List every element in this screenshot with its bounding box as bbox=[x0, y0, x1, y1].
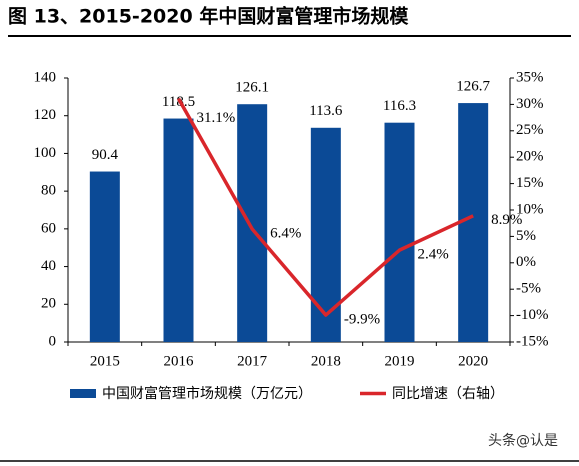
line-value-label: -9.9% bbox=[344, 312, 380, 328]
x-tick-label: 2017 bbox=[237, 353, 268, 369]
y2-tick-label: 5% bbox=[516, 228, 536, 244]
y-tick-label: 20 bbox=[41, 296, 56, 312]
bar bbox=[89, 171, 120, 342]
y2-tick-label: -15% bbox=[516, 333, 549, 349]
bar bbox=[458, 103, 489, 342]
y2-tick-label: 20% bbox=[516, 149, 544, 165]
legend-swatch bbox=[70, 389, 96, 398]
y2-tick-label: 15% bbox=[516, 175, 544, 191]
bar bbox=[310, 127, 341, 342]
y-tick-label: 40 bbox=[41, 258, 56, 274]
bar-value-label: 126.7 bbox=[456, 79, 490, 95]
bar-value-label: 90.4 bbox=[92, 147, 119, 163]
y2-tick-label: -10% bbox=[516, 307, 549, 323]
watermark: 头条@认是 bbox=[488, 432, 558, 449]
y2-tick-label: 25% bbox=[516, 122, 544, 138]
line-value-label: 6.4% bbox=[270, 225, 301, 241]
line-value-label: 2.4% bbox=[418, 247, 449, 263]
bar bbox=[163, 118, 194, 343]
y-tick-label: 140 bbox=[34, 69, 57, 85]
y-tick-label: 60 bbox=[41, 220, 56, 236]
x-tick-label: 2020 bbox=[458, 353, 488, 369]
y-tick-label: 100 bbox=[34, 145, 57, 161]
y-tick-label: 120 bbox=[34, 107, 57, 123]
bar bbox=[237, 104, 268, 342]
y2-tick-label: 30% bbox=[516, 96, 544, 112]
bar-value-label: 113.6 bbox=[309, 103, 343, 119]
line bbox=[176, 97, 474, 317]
y2-tick-label: -5% bbox=[516, 281, 541, 297]
legend-label: 中国财富管理市场规模（万亿元） bbox=[102, 385, 312, 402]
x-tick-label: 2019 bbox=[385, 353, 415, 369]
y2-tick-label: 35% bbox=[516, 69, 544, 85]
x-tick-label: 2016 bbox=[164, 353, 195, 369]
y-tick-label: 80 bbox=[41, 183, 56, 199]
x-tick-label: 2018 bbox=[311, 353, 341, 369]
line-value-label: 8.9% bbox=[491, 212, 522, 228]
x-tick-label: 2015 bbox=[90, 353, 120, 369]
chart-title: 图 13、2015-2020 年中国财富管理市场规模 bbox=[8, 5, 409, 28]
bar-value-label: 126.1 bbox=[235, 80, 269, 96]
line-value-label: 31.1% bbox=[197, 110, 236, 126]
bar bbox=[384, 122, 415, 342]
bar-value-label: 116.3 bbox=[383, 98, 416, 114]
y2-tick-label: 0% bbox=[516, 254, 536, 270]
y-tick-label: 0 bbox=[49, 333, 57, 349]
legend-label: 同比增速（右轴） bbox=[392, 386, 504, 402]
y2-tick-label: 10% bbox=[516, 201, 544, 217]
